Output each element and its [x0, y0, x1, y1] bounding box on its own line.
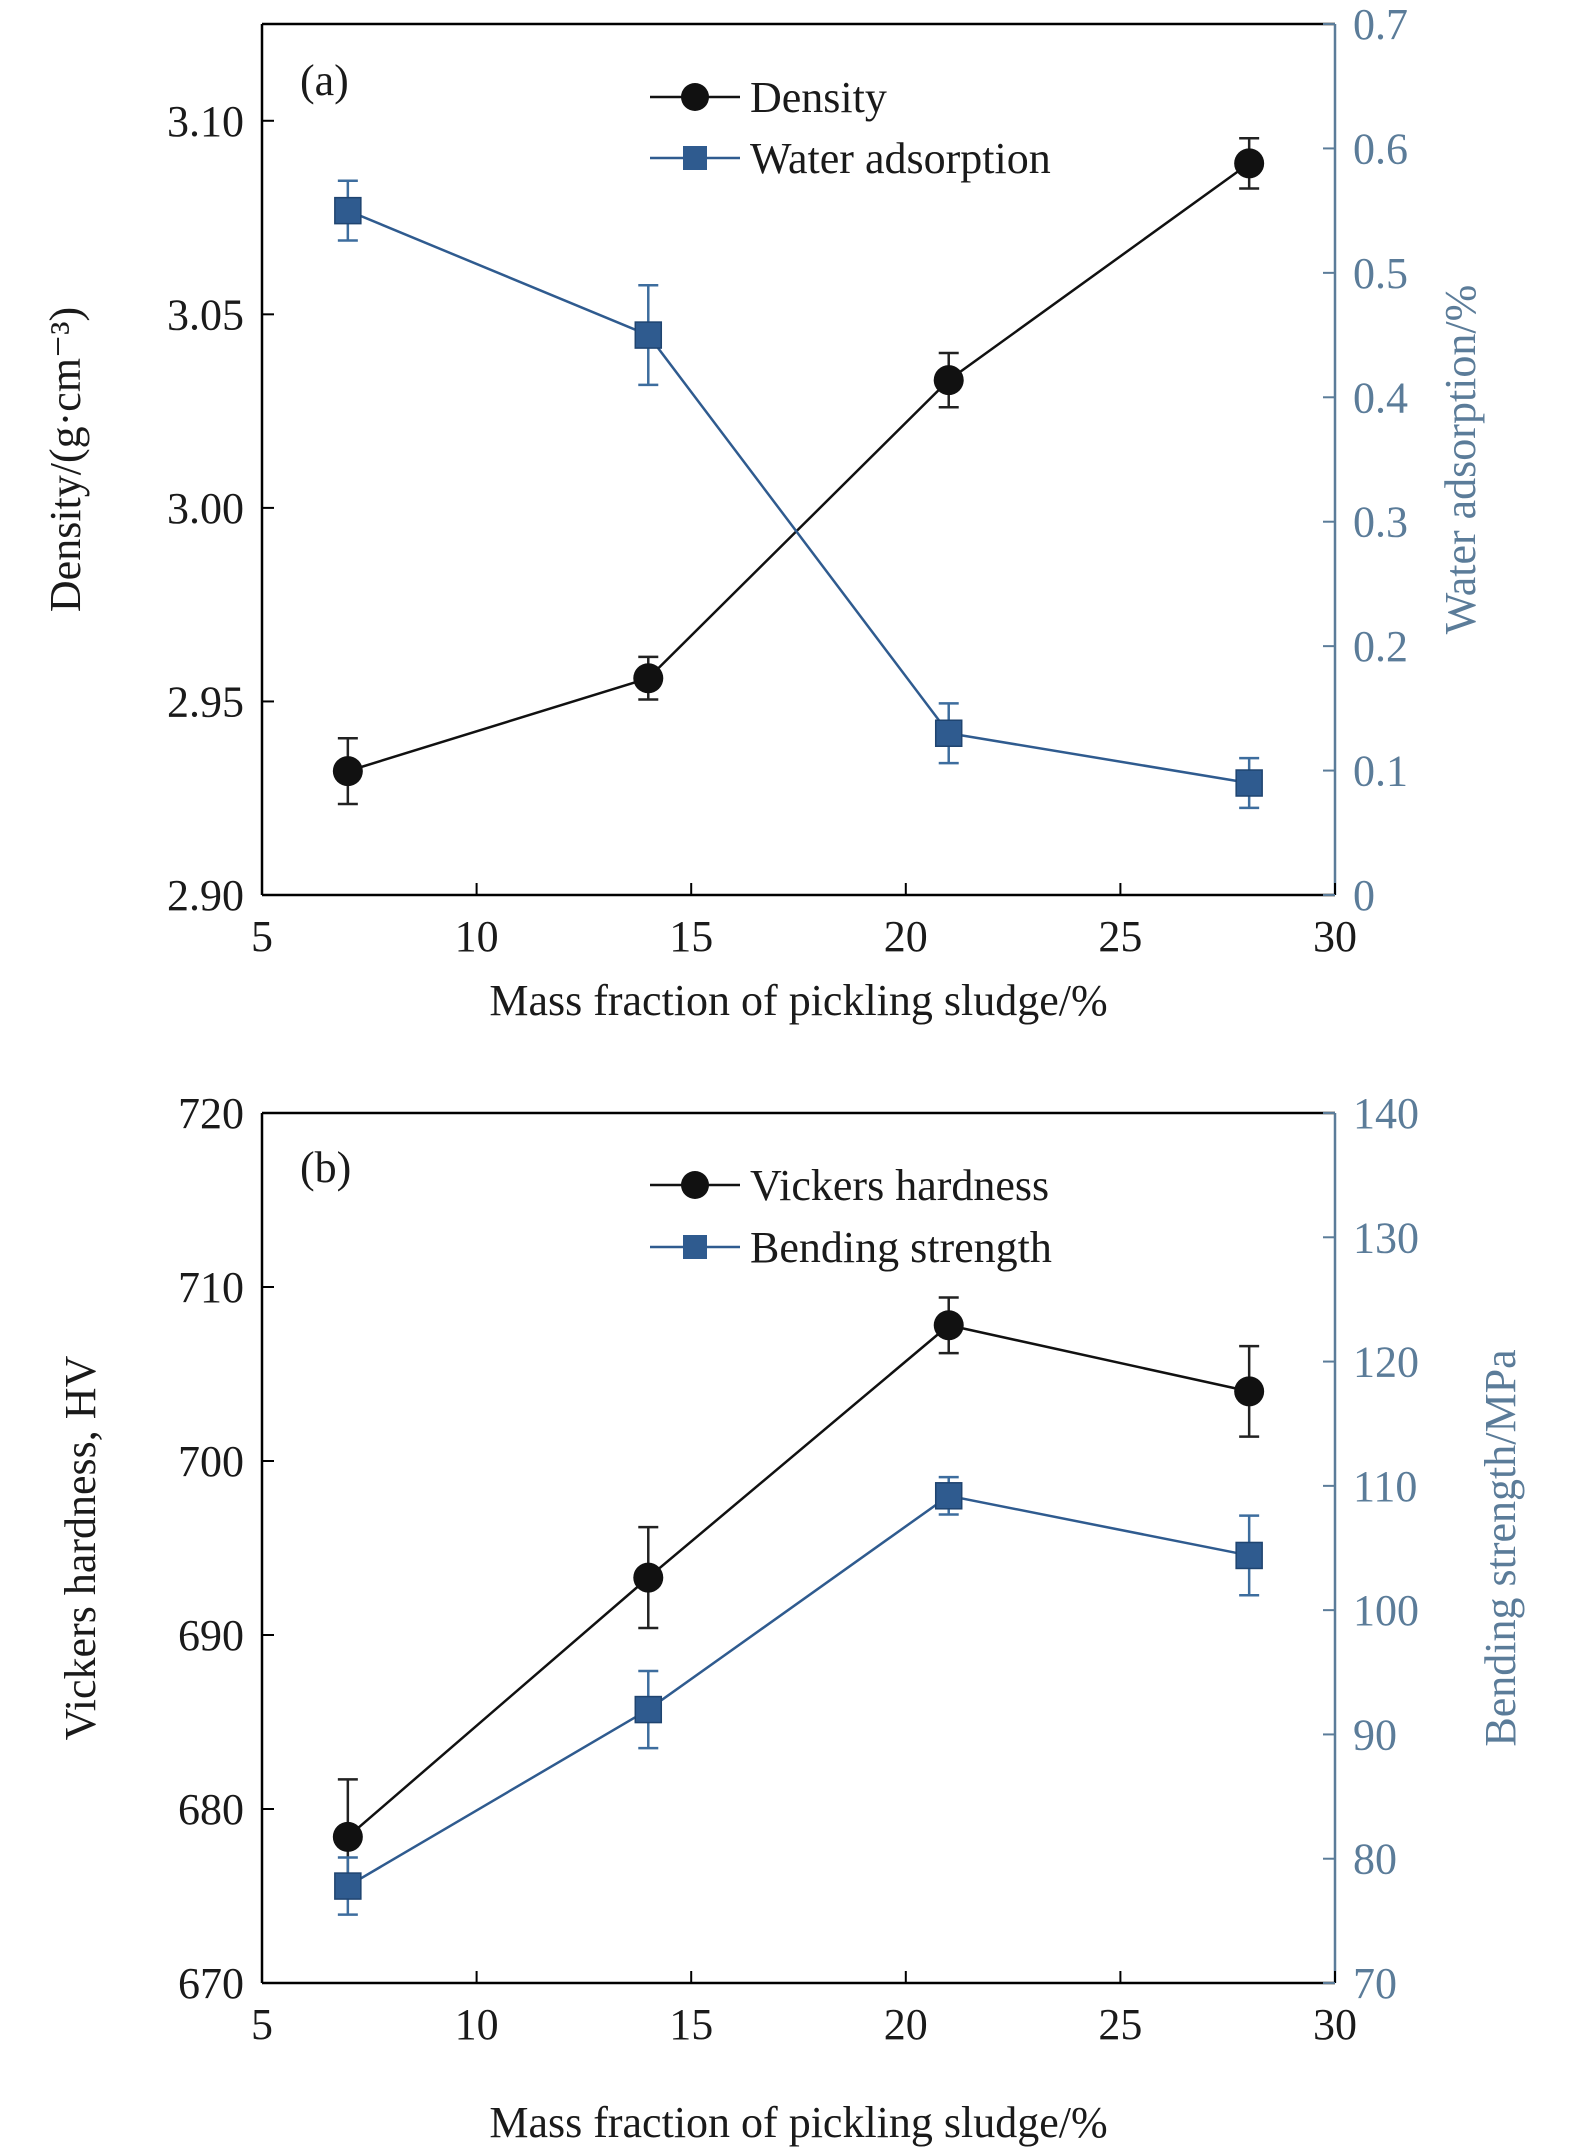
data-point — [1235, 1541, 1263, 1570]
y-left-tick-label: 2.90 — [167, 871, 244, 920]
data-point — [633, 1562, 664, 1593]
y-right-tick-label: 110 — [1353, 1462, 1417, 1511]
x-tick-label: 15 — [669, 912, 713, 961]
y-left-axis-title: Density/(g·cm⁻³) — [41, 307, 90, 612]
y-right-tick-label: 130 — [1353, 1213, 1419, 1262]
y-right-axis-title: Water adsorption/% — [1436, 285, 1485, 635]
data-point — [933, 1310, 964, 1341]
x-tick-label: 30 — [1313, 2000, 1357, 2049]
legend-marker — [683, 146, 707, 170]
y-left-tick-label: 710 — [178, 1263, 244, 1312]
y-left-tick-label: 670 — [178, 1959, 244, 2008]
x-tick-label: 25 — [1098, 912, 1142, 961]
x-tick-label: 30 — [1313, 912, 1357, 961]
series-bending-strength — [334, 1475, 1263, 1916]
y-right-tick-label: 0.1 — [1353, 747, 1408, 796]
data-point — [1234, 148, 1265, 179]
y-right-tick-label: 140 — [1353, 1089, 1419, 1138]
legend-label: Density — [750, 73, 887, 122]
y-right-tick-label: 0.2 — [1353, 622, 1408, 671]
series-line — [347, 162, 1250, 773]
legend-marker — [681, 1171, 709, 1199]
y-left-axis-title: Vickers hardness, HV — [56, 1355, 105, 1740]
y-left-tick-label: 720 — [178, 1089, 244, 1138]
y-left-tick-label: 3.00 — [167, 484, 244, 533]
x-tick-label: 5 — [251, 912, 273, 961]
y-right-tick-label: 0.6 — [1353, 124, 1408, 173]
data-point — [934, 1482, 963, 1510]
series-vickers-hardness — [332, 1296, 1265, 1896]
x-tick-label: 5 — [251, 2000, 273, 2049]
x-tick-label: 10 — [455, 912, 499, 961]
x-axis-title: Mass fraction of pickling sludge/% — [489, 2098, 1107, 2147]
y-left-tick-label: 680 — [178, 1785, 244, 1834]
data-point — [634, 321, 663, 349]
y-right-tick-label: 90 — [1353, 1710, 1397, 1759]
data-point — [634, 1695, 663, 1724]
y-right-tick-label: 80 — [1353, 1835, 1397, 1884]
y-left-tick-label: 3.05 — [167, 290, 244, 339]
legend: Density Water adsorption — [650, 73, 1051, 183]
data-point — [334, 1872, 362, 1900]
data-point — [934, 719, 963, 747]
data-point — [1235, 769, 1263, 797]
x-tick-label: 10 — [455, 2000, 499, 2049]
legend-marker — [683, 1235, 707, 1259]
x-tick-label: 20 — [884, 2000, 928, 2049]
legend-label: Bending strength — [750, 1223, 1052, 1272]
y-right-tick-label: 70 — [1353, 1959, 1397, 2008]
x-axis-title: Mass fraction of pickling sludge/% — [489, 976, 1107, 1025]
panel-label: (b) — [300, 1143, 351, 1192]
series-line — [347, 1494, 1250, 1888]
series-line — [347, 1323, 1250, 1838]
y-right-tick-label: 0.3 — [1353, 498, 1408, 547]
x-tick-label: 25 — [1098, 2000, 1142, 2049]
legend-label: Vickers hardness — [750, 1161, 1049, 1210]
data-point — [1234, 1376, 1265, 1407]
y-left-tick-label: 690 — [178, 1611, 244, 1660]
legend-label: Water adsorption — [750, 134, 1051, 183]
y-right-tick-label: 0.4 — [1353, 373, 1408, 422]
x-tick-label: 15 — [669, 2000, 713, 2049]
panel-label: (a) — [300, 56, 349, 105]
y-left-tick-label: 3.10 — [167, 97, 244, 146]
y-right-axis-title: Bending strength/MPa — [1476, 1349, 1525, 1746]
chart-panel-a: 5 10 15 20 25 30 2.90 2.95 3.00 3.05 3.10 0 0.1 0.2 0.… — [41, 0, 1485, 1025]
data-point — [332, 756, 363, 787]
y-left-tick-label: 2.95 — [167, 677, 244, 726]
y-right-tick-label: 0 — [1353, 871, 1375, 920]
y-right-tick-label: 120 — [1353, 1338, 1419, 1387]
series-line — [347, 209, 1250, 785]
y-right-tick-label: 100 — [1353, 1586, 1419, 1635]
data-point — [933, 365, 964, 396]
legend: Vickers hardness Bending strength — [650, 1161, 1052, 1272]
x-tick-label: 20 — [884, 912, 928, 961]
data-point — [334, 196, 362, 225]
y-left-tick-label: 700 — [178, 1437, 244, 1486]
legend-marker — [681, 83, 709, 111]
data-point — [332, 1821, 363, 1852]
y-right-tick-label: 0.7 — [1353, 0, 1408, 49]
data-point — [633, 663, 664, 694]
series-water-adsorption — [334, 179, 1263, 810]
y-right-tick-label: 0.5 — [1353, 249, 1408, 298]
series-density — [332, 136, 1265, 806]
chart-panel-b: 5 10 15 20 25 30 670 680 690 700 710 720 70 80 90 100 11… — [56, 1089, 1525, 2147]
